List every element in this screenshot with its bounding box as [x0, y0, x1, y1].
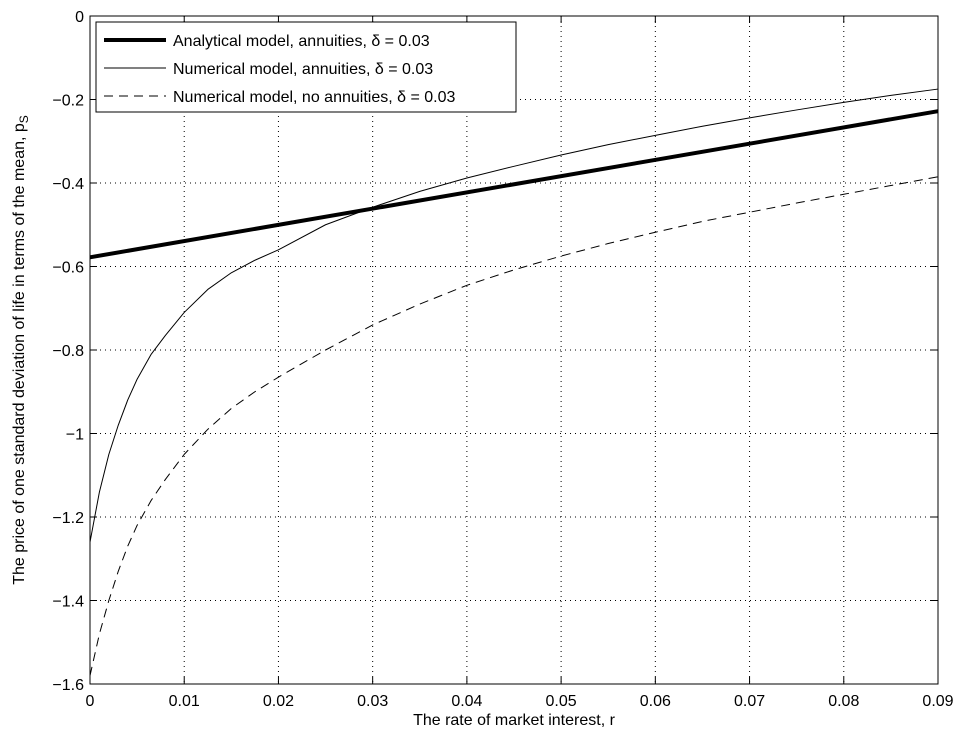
x-tick-label: 0.01: [169, 693, 200, 710]
legend-label-2: Numerical model, annuities, δ = 0.03: [173, 61, 433, 78]
y-axis-label-main: The price of one standard deviation of l…: [11, 123, 28, 585]
y-tick-label: −1: [66, 427, 84, 444]
x-axis-label: The rate of market interest, r: [413, 712, 616, 729]
y-tick-label: −1.4: [52, 594, 84, 611]
y-tick-label: 0: [75, 9, 84, 26]
y-axis-label-subscript: S: [17, 115, 31, 123]
y-tick-labels: 0 −0.2 −0.4 −0.6 −0.8 −1 −1.2 −1.4 −1.6: [52, 9, 84, 694]
x-tick-label: 0.08: [828, 693, 859, 710]
x-tick-label: 0.07: [734, 693, 765, 710]
y-tick-label: −0.2: [52, 93, 84, 110]
x-tick-label: 0.05: [546, 693, 577, 710]
y-tick-label: −1.2: [52, 510, 84, 527]
series-line-2: [89, 88, 939, 543]
series-lines: [89, 88, 939, 676]
x-tick-label: 0.04: [451, 693, 482, 710]
y-axis-label: The price of one standard deviation of l…: [11, 115, 31, 585]
y-tick-label: −0.6: [52, 260, 84, 277]
x-tick-label: 0: [86, 693, 95, 710]
series-line-1: [89, 109, 939, 260]
x-tick-label: 0.06: [640, 693, 671, 710]
y-tick-label: −0.8: [52, 343, 84, 360]
legend-label-3: Numerical model, no annuities, δ = 0.03: [173, 89, 455, 106]
legend-box: [95, 21, 517, 113]
legend-label-1: Analytical model, annuities, δ = 0.03: [173, 33, 430, 50]
legend: Analytical model, annuities, δ = 0.03 Num…: [95, 21, 517, 113]
y-tick-label: −1.6: [52, 677, 84, 694]
series-line-3: [89, 176, 939, 676]
x-tick-label: 0.03: [357, 693, 388, 710]
x-tick-label: 0.09: [922, 693, 953, 710]
x-tick-label: 0.02: [263, 693, 294, 710]
plot-area: [90, 16, 938, 684]
y-tick-label: −0.4: [52, 176, 84, 193]
x-tick-labels: 0 0.01 0.02 0.03 0.04 0.05 0.06 0.07 0.08 0.09: [86, 693, 954, 710]
